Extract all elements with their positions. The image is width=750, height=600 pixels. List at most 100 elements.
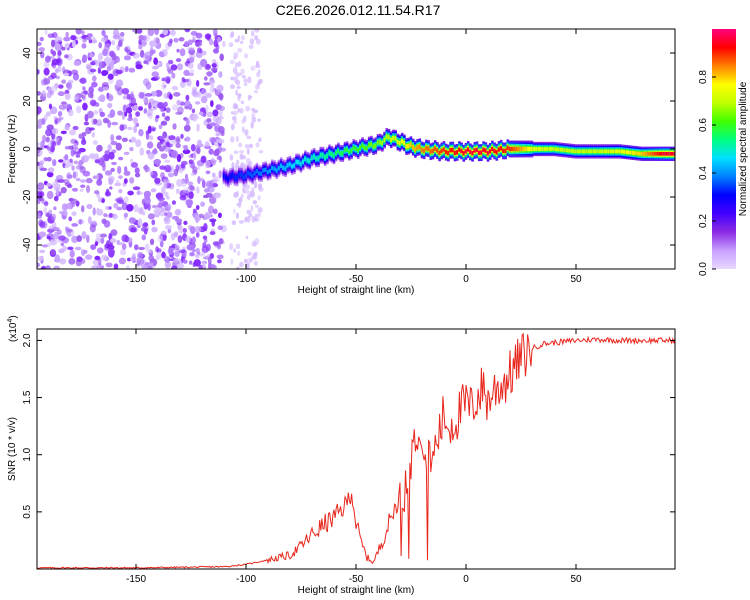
noise-speckle [205,63,210,69]
noise-speckle [60,101,67,105]
noise-speckle [182,149,191,155]
noise-speckle [72,40,76,48]
noise-speckle [192,91,200,98]
noise-speckle [141,234,147,241]
noise-speckle [51,127,59,135]
noise-speckle [69,158,73,163]
ridge-segment [502,148,505,154]
noise-speckle [218,170,222,179]
noise-speckle [75,29,82,35]
noise-speckle [105,206,110,210]
noise-speckle [165,78,171,84]
noise-speckle-faint [237,61,242,68]
ridge-segment [321,153,325,158]
noise-speckle [154,177,161,184]
noise-speckle [69,249,75,258]
ridge-segment [433,146,437,151]
noise-speckle [160,145,167,150]
ridge-segment [295,159,298,165]
noise-speckle [151,204,159,209]
snr-y-axis: 0.5 1.0 1.5 2.0 [22,333,675,519]
noise-speckle [89,153,95,159]
ridge-segment [521,146,525,152]
spectrogram-y-axis: -40 -20 0 20 40 [22,47,675,252]
noise-speckle [149,171,154,176]
colorbar-ticks: 0.0 0.2 0.4 0.6 0.8 [698,70,716,276]
noise-speckle [188,159,194,163]
noise-speckle [143,60,148,65]
snr-y-tick-label: 2.0 [22,333,33,347]
noise-speckle [83,121,90,126]
ridge-segment [374,143,378,148]
noise-speckle [186,72,195,77]
ridge-segment [400,139,404,144]
ridge-segment [592,149,595,154]
noise-speckle-faint [249,256,254,262]
noise-speckle-faint [254,34,258,41]
noise-speckle [51,39,56,47]
noise-speckle [116,206,123,211]
ridge-segment [526,146,529,152]
noise-speckle-faint [233,248,236,253]
ridge-segment [515,146,518,152]
ridge-segment [563,148,567,153]
noise-speckle [119,124,125,132]
noise-speckle [64,164,70,169]
ridge-segment [466,147,470,152]
noise-speckle [114,32,121,37]
noise-speckle-faint [258,183,263,189]
noise-speckle [197,176,201,184]
snr-panel: -150 -100 -50 0 50 0.5 1.0 1.5 2.0 Height of st… [7,315,676,596]
noise-speckle [97,86,105,92]
noise-speckle [111,161,117,166]
noise-speckle-faint [229,59,235,65]
noise-speckle [94,190,100,195]
ridge-segment [350,148,353,153]
noise-speckle [143,196,151,205]
noise-speckle [146,248,154,254]
noise-speckle-faint [230,123,235,131]
noise-speckle-faint [250,187,255,192]
ridge-segment [535,147,538,151]
noise-speckle [165,141,171,147]
noise-speckle [163,181,167,190]
ridge-segment [583,149,587,154]
noise-speckle [133,244,139,251]
ridge-segment [323,155,327,160]
ridge-segment [354,146,358,151]
noise-speckle [60,242,65,247]
noise-speckle [196,123,200,132]
ridge-segment [464,149,468,154]
noise-speckle [67,246,73,251]
noise-speckle [161,112,166,117]
noise-speckle [122,95,128,100]
noise-speckle [95,233,102,239]
noise-speckle [61,203,68,211]
spectral-ridge [222,128,675,188]
ridge-segment [286,163,290,168]
ridge-segment [473,148,477,153]
noise-speckle [38,231,47,238]
ridge-segment [229,174,232,179]
noise-speckle [176,153,182,163]
noise-speckle [154,89,163,97]
noise-speckle-faint [254,216,258,222]
ridge-segment [367,142,371,148]
noise-speckle [144,93,153,97]
noise-speckle [63,72,70,77]
noise-speckle [107,102,113,109]
noise-speckle [178,249,186,254]
noise-speckle [187,47,195,51]
noise-speckle-faint [244,144,249,149]
noise-speckle [194,101,201,105]
noise-speckle [118,188,123,194]
noise-speckle [130,136,137,143]
noise-speckle [164,261,171,269]
noise-speckle [183,145,189,151]
noise-speckle [143,98,148,103]
ridge-segment [352,145,356,150]
noise-speckle [74,94,80,102]
noise-speckle-faint [235,135,239,143]
noise-speckle [129,146,134,152]
noise-speckle [175,143,181,149]
